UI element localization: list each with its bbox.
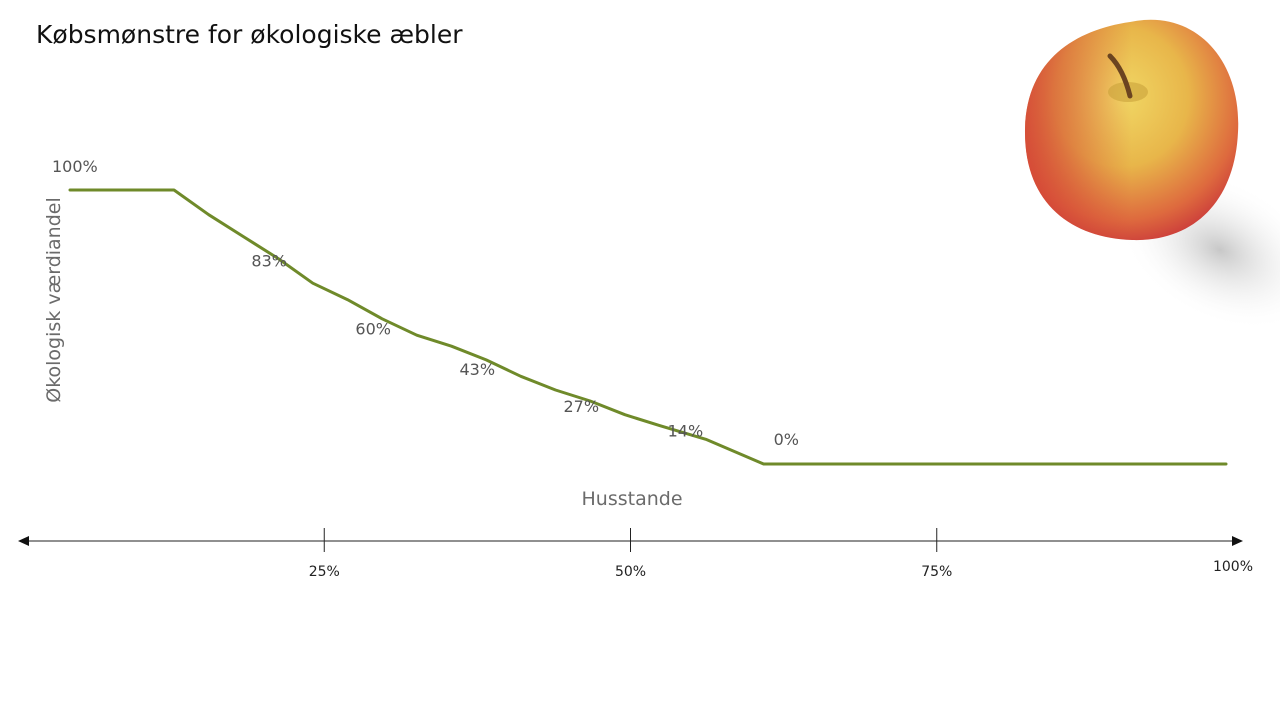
x-axis-tick-label: 25% — [309, 564, 340, 580]
chart-title: Købsmønstre for økologiske æbler — [36, 20, 463, 49]
x-axis-tick-label: 100% — [1213, 559, 1253, 575]
data-label: 100% — [52, 157, 98, 176]
data-label: 14% — [668, 422, 704, 441]
series-line — [68, 188, 1228, 466]
x-axis-tick-label: 50% — [615, 564, 646, 580]
series-line-group — [68, 188, 1228, 466]
apple-image — [980, 0, 1280, 360]
data-label: 27% — [564, 397, 600, 416]
data-label: 83% — [251, 252, 287, 271]
x-axis-left-arrow — [18, 536, 29, 546]
x-axis-right-arrow — [1232, 536, 1243, 546]
x-axis: 25% 50% 75% 100% — [18, 528, 1253, 580]
x-axis-label: Husstande — [581, 488, 683, 510]
data-label: 43% — [460, 360, 496, 379]
data-label-group: 100% 83% 60% 43% 27% 14% 0% — [52, 157, 799, 449]
data-label: 60% — [355, 320, 391, 339]
x-axis-tick-label: 75% — [921, 564, 952, 580]
data-label: 0% — [774, 430, 799, 449]
